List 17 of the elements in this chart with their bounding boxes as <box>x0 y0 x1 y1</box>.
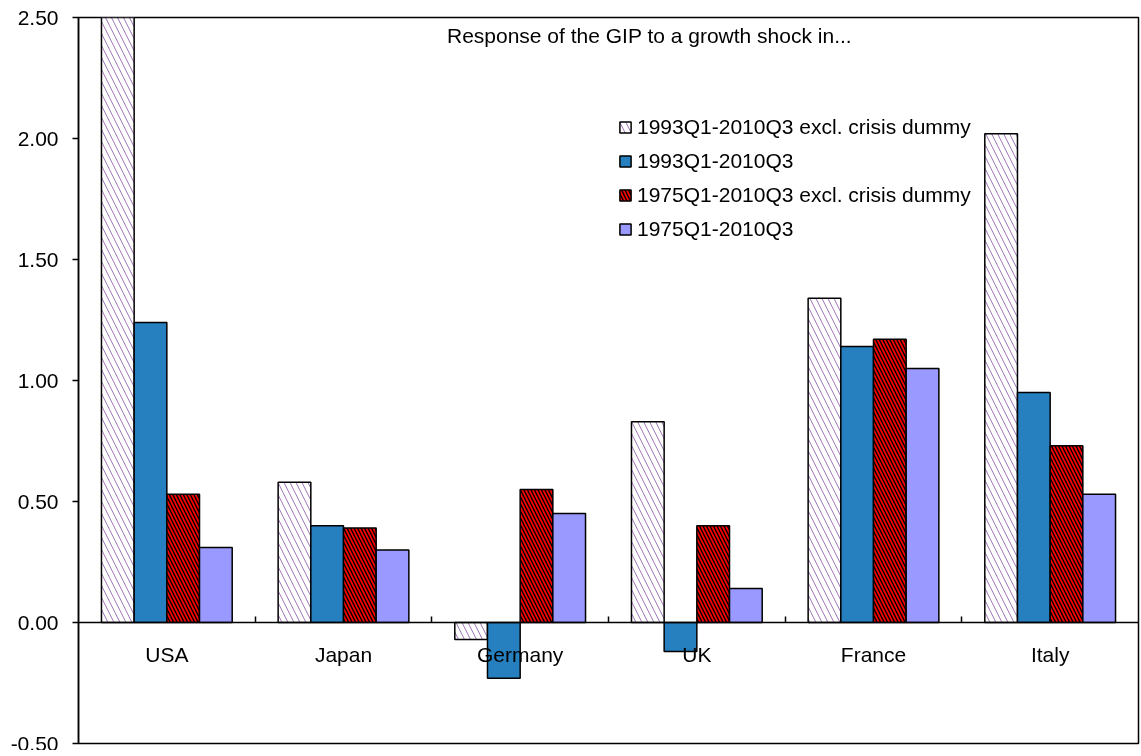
legend-label: 1975Q1-2010Q3 <box>637 216 794 241</box>
y-tick-label: 0.50 <box>17 489 59 513</box>
y-tick-label: 0.00 <box>17 610 59 634</box>
x-tick-label: UK <box>682 642 712 666</box>
legend-label: 1993Q1-2010Q3 <box>637 148 794 173</box>
y-tick-label: 1.00 <box>17 368 59 392</box>
x-tick-label: Italy <box>1030 642 1070 666</box>
y-tick-label: 2.00 <box>17 126 59 150</box>
x-tick-label: USA <box>145 642 189 666</box>
chart-title: Response of the GIP to a growth shock in... <box>446 23 852 47</box>
y-tick-label: 2.50 <box>17 5 59 29</box>
x-tick-label: Japan <box>314 642 373 666</box>
y-tick-label: -0.50 <box>10 731 59 755</box>
y-tick-label: 1.50 <box>17 247 59 271</box>
x-tick-label: France <box>840 642 907 666</box>
legend-label: 1975Q1-2010Q3 excl. crisis dummy <box>637 182 971 207</box>
legend-label: 1993Q1-2010Q3 excl. crisis dummy <box>637 114 971 139</box>
